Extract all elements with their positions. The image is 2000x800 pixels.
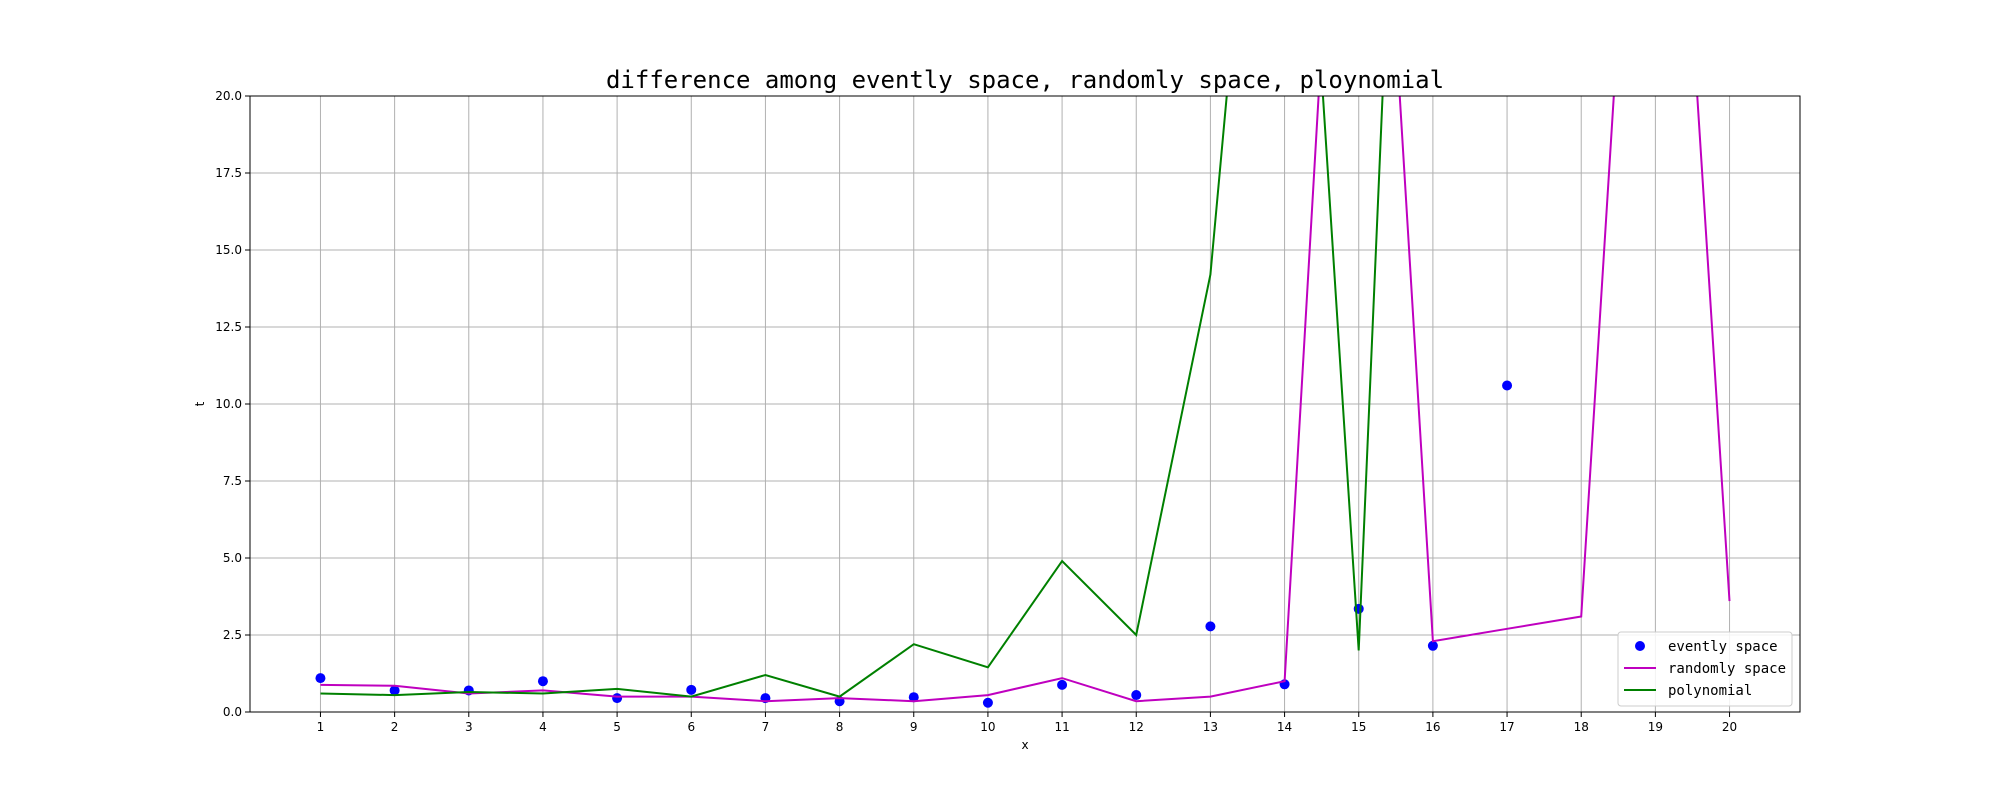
evently-space-point [1057, 679, 1068, 690]
evently-space-point [1205, 621, 1216, 632]
axis-ticks: 1 2 3 4 5 6 7 8 9 10 11 12 13 14 15 16 17 18 19 200.02.55.0… [215, 89, 1737, 734]
x-tick-label: 10 [980, 720, 995, 734]
x-tick-label: 8 [836, 720, 844, 734]
x-tick-label: 12 [1129, 720, 1144, 734]
grid [250, 95, 1800, 713]
x-tick-label: 7 [762, 720, 770, 734]
x-tick-label: 13 [1203, 720, 1218, 734]
evently-space-point [1131, 690, 1142, 701]
x-tick-label: 19 [1648, 720, 1663, 734]
x-tick-label: 2 [391, 720, 399, 734]
legend-box [1617, 631, 1793, 707]
legend: evently space randomly space polynomial [1617, 631, 1793, 707]
x-tick-label: 20 [1722, 720, 1737, 734]
y-tick-label: 17.5 [215, 166, 242, 180]
x-tick-label: 3 [465, 720, 473, 734]
evently-space-point [537, 676, 548, 687]
y-tick-label: 0.0 [223, 705, 242, 719]
legend-marker-evently-space [1635, 641, 1645, 651]
polynomial-line [320, 96, 1384, 698]
x-tick-label: 11 [1054, 720, 1069, 734]
legend-label-randomly-space: randomly space [1668, 661, 1786, 677]
x-tick-label: 5 [613, 720, 621, 734]
plot-series [315, 96, 1731, 708]
y-tick-label: 15.0 [215, 243, 242, 257]
randomly-space-line [320, 96, 1731, 703]
x-tick-label: 16 [1425, 720, 1440, 734]
x-tick-label: 6 [687, 720, 695, 734]
y-tick-label: 5.0 [223, 551, 242, 565]
evently-space-point [315, 673, 326, 684]
chart-title: difference among evently space, randomly… [606, 66, 1444, 94]
x-tick-label: 1 [317, 720, 325, 734]
evently-space-point [1427, 640, 1438, 651]
legend-label-polynomial: polynomial [1668, 683, 1752, 699]
evently-space-point [908, 692, 919, 703]
x-tick-label: 14 [1277, 720, 1292, 734]
evently-space-point [389, 685, 400, 696]
legend-label-evently-space: evently space [1668, 639, 1778, 655]
x-tick-label: 9 [910, 720, 918, 734]
y-tick-label: 20.0 [215, 89, 242, 103]
x-tick-label: 4 [539, 720, 547, 734]
evently-space-point [612, 693, 623, 704]
y-tick-label: 7.5 [223, 474, 242, 488]
y-tick-label: 10.0 [215, 397, 242, 411]
evently-space-point [1502, 380, 1513, 391]
y-tick-label: 12.5 [215, 320, 242, 334]
x-tick-label: 18 [1574, 720, 1589, 734]
x-axis-label: x [1021, 738, 1028, 752]
x-tick-label: 17 [1499, 720, 1514, 734]
evently-space-point [686, 684, 697, 695]
y-axis-label: t [193, 401, 207, 406]
y-tick-label: 2.5 [223, 628, 242, 642]
evently-space-point [982, 697, 993, 708]
x-tick-label: 15 [1351, 720, 1366, 734]
